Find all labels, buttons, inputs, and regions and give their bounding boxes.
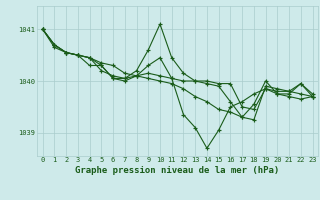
X-axis label: Graphe pression niveau de la mer (hPa): Graphe pression niveau de la mer (hPa) <box>76 166 280 175</box>
